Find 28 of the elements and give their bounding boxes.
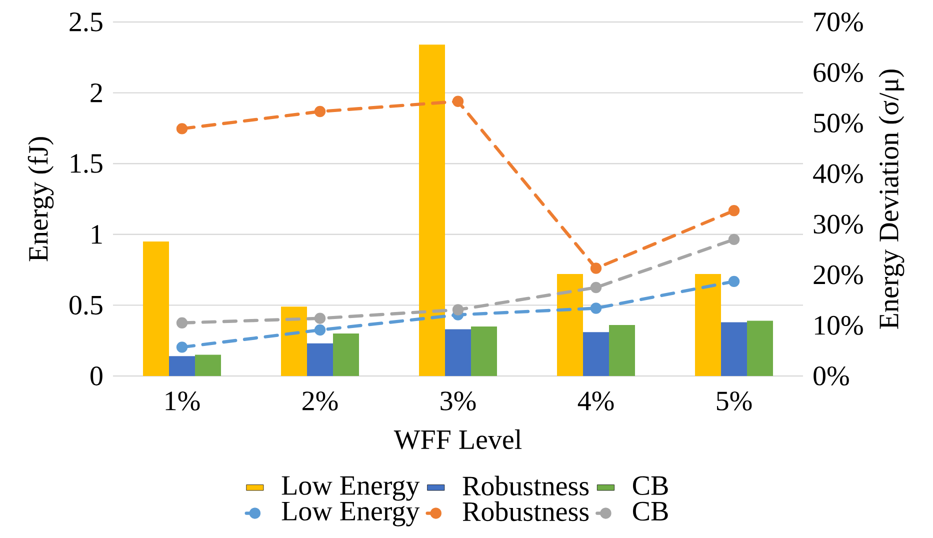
legend-label: Low Energy bbox=[282, 476, 420, 501]
legend-label: CB bbox=[633, 476, 668, 496]
x-tick-label: 4% bbox=[578, 392, 614, 411]
y2-tick-label: 50% bbox=[814, 114, 863, 133]
y-tick-label: 2.5 bbox=[70, 12, 102, 32]
legend-label: CB bbox=[633, 502, 668, 521]
y-tick-label: 0 bbox=[90, 366, 102, 386]
y2-tick-label: 70% bbox=[814, 12, 863, 32]
y2-tick-label: 10% bbox=[815, 316, 863, 335]
legend-label: Robustness bbox=[462, 476, 589, 496]
x-tick-label: 3% bbox=[440, 392, 476, 411]
y-axis-title: Energy (fJ) bbox=[28, 137, 54, 262]
y-tick-label: 1.5 bbox=[70, 154, 102, 174]
y2-tick-label: 60% bbox=[814, 63, 863, 82]
x-tick-label: 5% bbox=[716, 392, 752, 411]
y2-tick-label: 0% bbox=[814, 366, 849, 386]
y-tick-label: 0.5 bbox=[70, 296, 102, 315]
y2-tick-label: 20% bbox=[814, 265, 863, 284]
y-tick-label: 2 bbox=[90, 84, 102, 102]
x-axis-title: WFF Level bbox=[394, 429, 522, 450]
y2-axis-title: Energy Deviation (σ/μ) bbox=[878, 70, 904, 329]
legend-label: Low Energy bbox=[282, 502, 420, 526]
y2-tick-label: 40% bbox=[813, 164, 863, 184]
x-tick-label: 2% bbox=[302, 392, 338, 411]
y2-tick-label: 30% bbox=[814, 214, 863, 234]
x-tick-label: 1% bbox=[166, 392, 200, 411]
legend-label: Robustness bbox=[462, 501, 589, 522]
y-tick-label: 1 bbox=[92, 225, 102, 244]
